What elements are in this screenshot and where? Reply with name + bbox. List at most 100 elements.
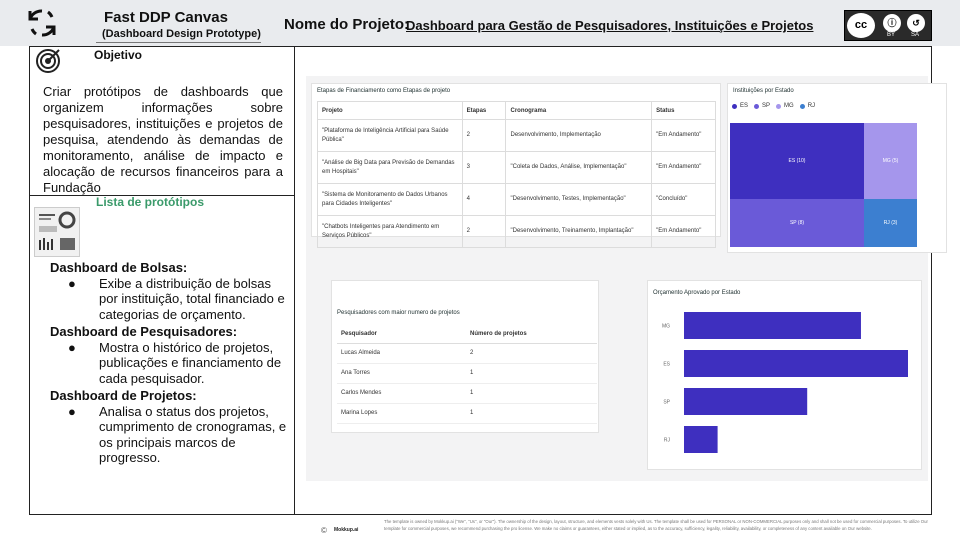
mockup-canvas: Etapas de Financiamento como Etapas de p… [306, 76, 947, 535]
table-cell: "Plataforma de Inteligência Artificial p… [317, 119, 463, 152]
treemap-cell: ES (10) [730, 123, 864, 199]
prototypes-title: Lista de protótipos [96, 195, 204, 209]
legend-item: SP [754, 103, 770, 109]
table-header: Cronograma [505, 101, 653, 120]
stages-card: Etapas de Financiamento como Etapas de p… [311, 83, 721, 248]
legend-swatch [799, 103, 805, 109]
treemap-legend: ES SP MG RJ [732, 103, 815, 109]
objective-text: Criar protótipos de dashboards que organ… [43, 84, 283, 195]
table-row: "Análise de Big Data para Previsão de De… [317, 151, 716, 184]
card-title: Pesquisadores com maior numero de projet… [337, 310, 460, 316]
treemap-cell: MG (5) [864, 123, 917, 199]
table-cell: 2 [461, 119, 507, 152]
left-panel: Objetivo Criar protótipos de dashboards … [29, 46, 295, 515]
researchers-card: Pesquisadores com maior numero de projet… [331, 280, 599, 433]
legend-swatch [754, 103, 760, 109]
legend-item: ES [732, 103, 748, 109]
list-item: ● Analisa o status dos projetos, cumprim… [68, 404, 290, 466]
dashboard-thumbnail-icon [34, 207, 80, 257]
table-row: Carlos Mendes 1 [337, 383, 597, 404]
table-cell: "Em Andamento" [651, 119, 716, 152]
bar-label: SP [663, 400, 670, 406]
card-title: Instituições por Estado [733, 88, 794, 94]
bullet-icon: ● [68, 403, 76, 419]
table-cell: 1 [466, 383, 597, 404]
table-cell: 3 [461, 151, 507, 184]
bar-label: MG [662, 324, 670, 330]
table-cell: 1 [466, 403, 597, 424]
table-row: Marina Lopes 1 [337, 403, 597, 424]
footer-text: The template is owned by Mokkup.ai ("We"… [384, 519, 928, 531]
proto-name: Dashboard de Pesquisadores: [50, 324, 238, 339]
refresh-cycle-icon [28, 9, 56, 37]
budget-bar-chart: MG ES SP RJ [662, 312, 908, 453]
table-row: Lucas Almeida 2 [337, 343, 597, 364]
project-label: Nome do Projeto: [284, 16, 410, 33]
top-bar: Fast DDP Canvas (Dashboard Design Protot… [0, 0, 960, 46]
table-row: "Chatbots Inteligentes para Atendimento … [317, 215, 716, 248]
proto-desc: Exibe a distribuição de bolsas por insti… [99, 275, 285, 322]
dashboard-mockup-panel: Etapas de Financiamento como Etapas de p… [294, 46, 947, 535]
bar-es [684, 350, 908, 377]
table-cell: "Coleta de Dados, Análise, Implementação… [505, 151, 653, 184]
table-cell: "Em Andamento" [651, 151, 716, 184]
treemap-cell: RJ (3) [864, 199, 917, 247]
table-cell: "Em Andamento" [651, 215, 716, 248]
researchers-table: Pesquisador Número de projetos Lucas Alm… [337, 326, 597, 424]
by-label: BY [887, 32, 896, 38]
sa-icon: ↺ [907, 14, 925, 32]
bar-sp [684, 388, 808, 415]
section-divider [30, 195, 294, 196]
brand-subtitle: (Dashboard Design Prototype) [102, 28, 261, 40]
table-cell: Ana Torres [337, 363, 466, 384]
table-cell: "Análise de Big Data para Previsão de De… [317, 151, 463, 184]
budget-card: Orçamento Aprovado por Estado MG ES SP RJ [647, 280, 922, 470]
list-item: ● Exibe a distribuição de bolsas por ins… [68, 276, 290, 323]
project-name: Dashboard para Gestão de Pesquisadores, … [406, 18, 814, 33]
legend-label: MG [784, 103, 794, 109]
table-row: "Plataforma de Inteligência Artificial p… [317, 119, 716, 152]
bar-mg [684, 312, 861, 339]
legend-item: RJ [799, 103, 816, 109]
brand-title: Fast DDP Canvas [104, 9, 228, 26]
target-icon [36, 49, 60, 73]
legend-swatch [776, 103, 782, 109]
table-cell: 1 [466, 363, 597, 384]
by-icon: ⓘ [883, 14, 901, 32]
legend-item: MG [776, 103, 794, 109]
proto-name: Dashboard de Bolsas: [50, 260, 188, 275]
prototypes-list: Dashboard de Bolsas: ● Exibe a distribui… [50, 260, 290, 468]
bullet-icon: ● [68, 275, 76, 291]
legend-label: ES [740, 103, 749, 109]
mokkup-logo: Mokkup.ai [334, 527, 359, 533]
table-header: Pesquisador [337, 326, 466, 344]
legend-label: SP [762, 103, 771, 109]
table-cell: "Sistema de Monitoramento de Dados Urban… [317, 183, 463, 216]
table-cell: 2 [461, 215, 507, 248]
proto-desc: Mostra o histórico de projetos, publicaç… [99, 339, 282, 386]
bar-label: RJ [664, 438, 671, 444]
copyright-icon: © [321, 526, 327, 535]
card-title: Orçamento Aprovado por Estado [653, 290, 741, 296]
cc-license-badge: cc ⓘ ↺ BY SA [844, 10, 932, 41]
proto-desc: Analisa o status dos projetos, cumprimen… [99, 403, 287, 466]
sa-label: SA [911, 32, 920, 38]
cc-icon: cc [847, 13, 875, 38]
bullet-icon: ● [68, 339, 76, 355]
table-cell: 4 [461, 183, 507, 216]
card-title: Etapas de Financiamento como Etapas de p… [317, 88, 451, 94]
treemap-cell: SP (8) [730, 199, 864, 247]
table-row: "Sistema de Monitoramento de Dados Urban… [317, 183, 716, 216]
objective-title: Objetivo [94, 48, 143, 62]
brand-divider [96, 42, 261, 43]
table-header: Status [651, 101, 716, 120]
bar-label: ES [663, 362, 670, 368]
legend-label: RJ [807, 103, 816, 109]
table-cell: Carlos Mendes [337, 383, 466, 404]
table-cell: "Desenvolvimento, Testes, Implementação" [505, 183, 653, 216]
stages-table: Projeto Etapas Cronograma Status "Plataf… [317, 101, 716, 248]
table-row: Ana Torres 1 [337, 363, 597, 384]
table-cell: Lucas Almeida [337, 343, 466, 364]
table-cell: Marina Lopes [337, 403, 466, 424]
bar-rj [684, 426, 718, 453]
